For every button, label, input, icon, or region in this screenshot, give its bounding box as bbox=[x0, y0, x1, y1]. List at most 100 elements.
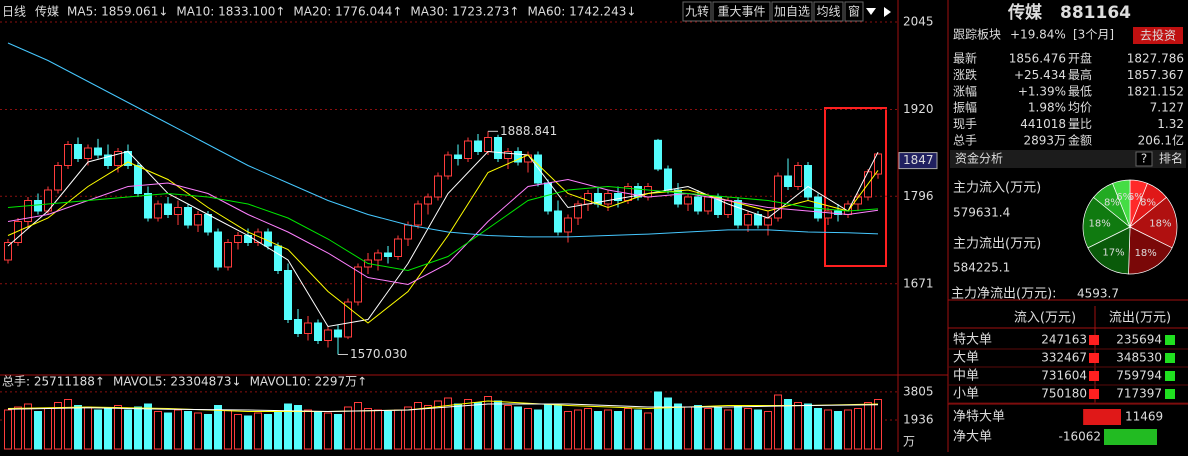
volume-bar bbox=[34, 411, 42, 450]
candle-body bbox=[294, 319, 302, 334]
candle-body bbox=[664, 168, 672, 191]
row-label: 小单 bbox=[953, 387, 979, 402]
mavol-line bbox=[7, 403, 879, 413]
pie-label: 6% bbox=[1116, 192, 1132, 203]
track-label: 跟踪板块 bbox=[953, 28, 1001, 42]
inflow-value: 247163 bbox=[1041, 333, 1087, 347]
quote-value: 441018 bbox=[1020, 117, 1066, 131]
quote-value: 1827.786 bbox=[1127, 52, 1184, 66]
volume-bar bbox=[654, 391, 662, 450]
dropdown-icon[interactable] bbox=[866, 8, 876, 15]
toolbar-button-label[interactable]: 加自选 bbox=[774, 5, 810, 19]
candle-body bbox=[804, 165, 812, 198]
volume-bar bbox=[454, 403, 462, 450]
volume-bar bbox=[444, 397, 452, 450]
candle-body bbox=[484, 137, 492, 152]
candle-body bbox=[824, 210, 832, 219]
invest-button-label[interactable]: 去投资 bbox=[1140, 28, 1176, 43]
help-label[interactable]: ? bbox=[1141, 152, 1147, 166]
candle-body bbox=[504, 151, 512, 159]
volume-bar bbox=[874, 399, 882, 450]
volume-bar bbox=[234, 414, 242, 450]
candle-body bbox=[424, 196, 432, 205]
volume-bar bbox=[364, 408, 372, 450]
candle-body bbox=[24, 200, 32, 222]
toolbar-button[interactable] bbox=[844, 1, 864, 22]
volume-bar bbox=[564, 411, 572, 450]
quote-value: +1.39% bbox=[1018, 84, 1066, 98]
net-bar bbox=[1083, 409, 1121, 425]
toolbar-button-label[interactable]: 九转 bbox=[685, 4, 709, 19]
quote-label: 最新 bbox=[953, 51, 977, 66]
candle-body bbox=[394, 238, 402, 257]
candle-body bbox=[834, 210, 842, 215]
period-label: 日线 bbox=[2, 5, 26, 19]
quote-label: 振幅 bbox=[953, 100, 977, 115]
candle-body bbox=[654, 139, 662, 170]
candle-body bbox=[474, 140, 482, 152]
flow-in-label: 主力流入(万元) bbox=[953, 181, 1041, 196]
chart-title: 传媒 bbox=[35, 4, 59, 19]
volume-bar bbox=[104, 408, 112, 450]
candle-body bbox=[754, 214, 762, 226]
volume-bar bbox=[374, 409, 382, 450]
toolbar-button[interactable] bbox=[771, 1, 813, 22]
volume-bar bbox=[604, 409, 612, 450]
toolbar-button-label[interactable]: 均线 bbox=[816, 5, 840, 19]
volume-bar bbox=[404, 406, 412, 450]
volume-bar bbox=[354, 402, 362, 450]
toolbar-button[interactable] bbox=[682, 1, 712, 22]
track-value: +19.84% bbox=[1010, 28, 1066, 42]
outflow-value: 348530 bbox=[1116, 351, 1162, 365]
candle-body bbox=[544, 182, 552, 212]
toolbar-button[interactable] bbox=[712, 1, 771, 22]
candle-body bbox=[254, 231, 262, 243]
panel-code: 881164 bbox=[1060, 3, 1131, 23]
volume-bar bbox=[384, 411, 392, 450]
candle-body bbox=[214, 231, 222, 268]
invest-button[interactable] bbox=[1133, 27, 1183, 44]
pie-label: 8% bbox=[1140, 197, 1156, 208]
pie-label: 18% bbox=[1089, 219, 1111, 230]
next-icon[interactable] bbox=[884, 7, 891, 17]
volume-bar bbox=[524, 408, 532, 450]
track-period: [3个月] bbox=[1073, 28, 1114, 42]
candle-body bbox=[354, 266, 362, 303]
inflow-value: 332467 bbox=[1041, 351, 1087, 365]
row-label: 中单 bbox=[953, 369, 979, 384]
volume-bar bbox=[614, 411, 622, 450]
candle-body bbox=[224, 242, 232, 268]
candle-body bbox=[694, 196, 702, 212]
volume-bar bbox=[534, 409, 542, 450]
candle-body bbox=[674, 189, 682, 205]
volume-bar bbox=[644, 412, 652, 450]
quote-label: 最高 bbox=[1068, 67, 1092, 82]
volume-bar bbox=[274, 411, 282, 450]
candle-body bbox=[384, 252, 392, 257]
help-button[interactable] bbox=[1135, 151, 1153, 167]
candle-body bbox=[404, 224, 412, 240]
candle-body bbox=[54, 165, 62, 191]
candle-body bbox=[734, 200, 742, 226]
volume-bar bbox=[394, 409, 402, 450]
candle-body bbox=[434, 175, 442, 198]
toolbar-button-label[interactable]: 重大事件 bbox=[717, 5, 765, 19]
volume-bar bbox=[774, 394, 782, 450]
outflow-swatch bbox=[1165, 389, 1175, 399]
volume-bar bbox=[804, 403, 812, 450]
candle-body bbox=[174, 207, 182, 215]
volume-bar bbox=[424, 405, 432, 450]
toolbar-button[interactable] bbox=[813, 1, 844, 22]
candle-body bbox=[764, 217, 772, 226]
quote-label: 现手 bbox=[953, 117, 977, 131]
toolbar-button-label[interactable]: 窗 bbox=[848, 5, 860, 19]
unit-label: 万 bbox=[903, 435, 915, 449]
candle-body bbox=[514, 151, 522, 163]
row-label: 大单 bbox=[953, 351, 979, 366]
rank-button[interactable]: 排名 bbox=[1159, 151, 1183, 166]
panel-name: 传媒 bbox=[1007, 2, 1043, 23]
candle-body bbox=[304, 322, 312, 334]
volume-bar bbox=[194, 412, 202, 450]
volume-bar bbox=[294, 405, 302, 450]
